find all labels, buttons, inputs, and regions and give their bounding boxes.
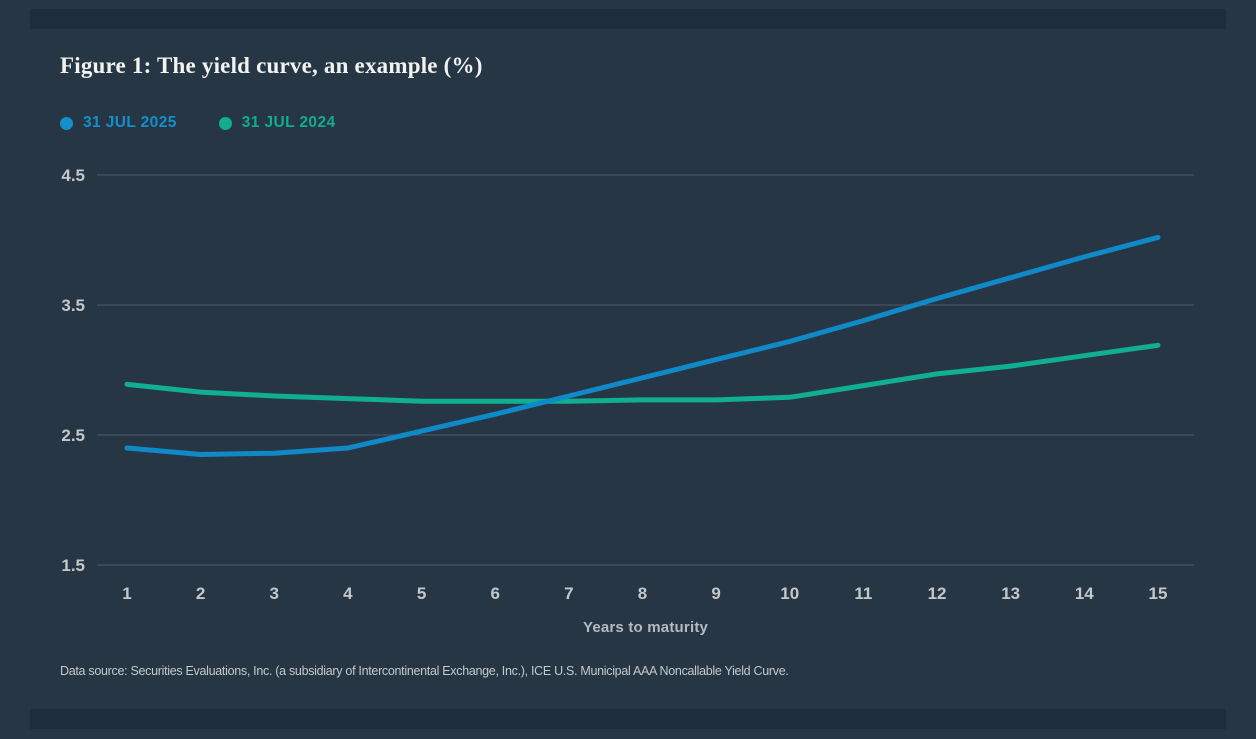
chart-legend: 31 JUL 2025 31 JUL 2024 (60, 114, 378, 132)
y-tick-label: 4.5 (61, 166, 85, 185)
data-source-note: Data source: Securities Evaluations, Inc… (60, 664, 789, 678)
legend-item-2024: 31 JUL 2024 (218, 114, 336, 132)
x-axis-title: Years to maturity (582, 619, 709, 636)
legend-dot-2025-icon (60, 116, 73, 130)
y-tick-label: 3.5 (61, 296, 85, 315)
x-tick-label: 9 (711, 584, 720, 603)
top-border-bar (30, 9, 1226, 29)
x-tick-label: 4 (343, 584, 353, 603)
series-line-2024 (124, 342, 1161, 404)
x-tick-label: 5 (417, 584, 426, 603)
legend-label-2024: 31 JUL 2024 (241, 114, 336, 131)
x-tick-label: 8 (638, 584, 647, 603)
legend-dot-2024-icon (218, 116, 232, 130)
legend-item-2025: 31 JUL 2025 (60, 114, 177, 132)
x-tick-label: 3 (270, 584, 279, 603)
figure-title: Figure 1: The yield curve, an example (%… (60, 53, 483, 78)
x-tick-label: 7 (564, 584, 573, 603)
x-tick-label: 15 (1148, 584, 1167, 603)
x-tick-label: 1 (122, 584, 131, 603)
x-tick-label: 6 (490, 584, 499, 603)
x-tick-label: 12 (928, 584, 947, 603)
series-line-2025 (124, 234, 1161, 457)
bottom-border-bar (30, 709, 1226, 729)
y-tick-label: 2.5 (61, 426, 85, 445)
legend-label-2025: 31 JUL 2025 (83, 114, 177, 131)
x-tick-label: 10 (780, 584, 799, 603)
x-tick-label: 2 (196, 584, 205, 603)
y-tick-label: 1.5 (61, 556, 85, 575)
x-tick-label: 11 (854, 584, 872, 603)
x-tick-label: 14 (1075, 584, 1094, 603)
x-tick-label: 13 (1001, 584, 1020, 603)
